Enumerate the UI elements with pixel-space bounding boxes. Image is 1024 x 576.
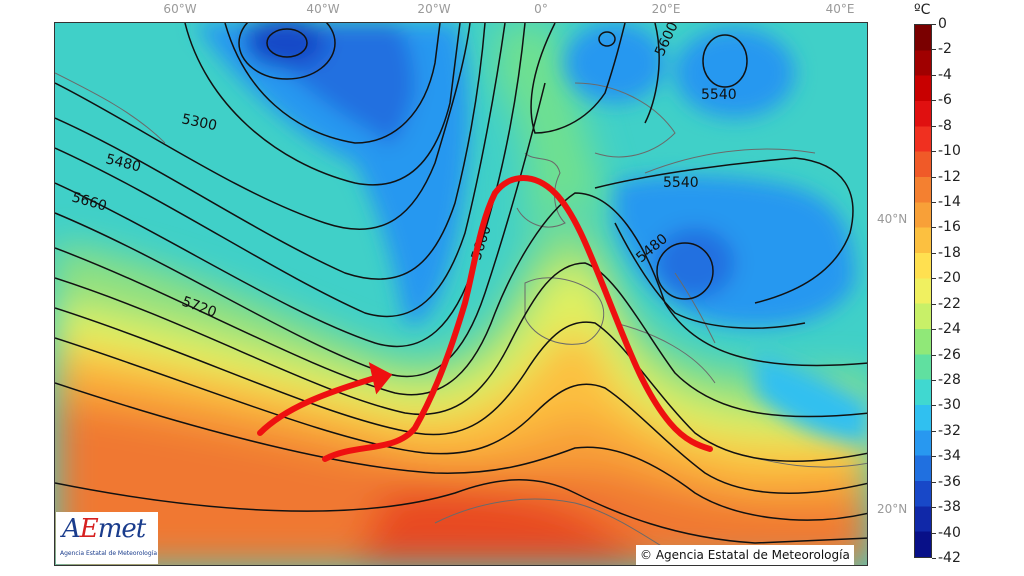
longitude-label-20w: 20°W <box>417 2 451 16</box>
colorbar-tick-label: -16 <box>938 219 961 236</box>
colorbar-tick-label: -6 <box>938 92 952 109</box>
colorbar-tick-label: -32 <box>938 422 961 439</box>
colorbar-tick-mark <box>932 100 936 102</box>
longitude-label-20e: 20°E <box>651 2 681 16</box>
inflow-arrowhead <box>368 362 393 395</box>
inflow-arrow-path <box>257 375 378 436</box>
colorbar-tick-mark <box>932 151 936 153</box>
geopotential-contours <box>55 23 867 544</box>
colorbar-tick-mark <box>932 202 936 203</box>
colorbar-tick-mark <box>932 507 936 509</box>
colorbar-tick-label: -28 <box>938 372 961 388</box>
colorbar-tick-label: -2 <box>938 41 952 58</box>
colorbar-tick-mark <box>932 532 936 534</box>
colorbar-tick-mark <box>932 252 936 254</box>
colorbar-tick-mark <box>932 558 936 559</box>
coastlines <box>55 72 867 565</box>
colorbar-tick-mark <box>932 227 936 229</box>
colorbar-tick-label: -40 <box>938 524 961 541</box>
colorbar-unit: ºC <box>914 2 931 18</box>
longitude-label-40w: 40°W <box>306 2 340 16</box>
ridge-arrow-path <box>322 175 713 462</box>
colorbar-tick-mark <box>932 329 936 331</box>
colorbar-tick-label: -12 <box>938 168 961 185</box>
colorbar-tick-label: -8 <box>938 117 952 134</box>
jet-stream-annotation <box>257 175 713 462</box>
latitude-label-40n: 40°N <box>877 212 908 226</box>
colorbar-tick-label: -34 <box>938 448 961 465</box>
colorbar-tick-mark <box>932 430 936 432</box>
contour-label-5540-east: 5540 <box>663 175 699 191</box>
aemet-logo-subtitle: Agencia Estatal de Meteorología <box>60 550 157 557</box>
colorbar-tick-label: -20 <box>938 270 961 287</box>
contour-label-5300: 5300 <box>180 111 218 134</box>
colorbar-tick-mark <box>932 354 936 356</box>
colorbar-tick-mark <box>932 278 936 280</box>
colorbar-tick-label: -4 <box>938 66 952 83</box>
colorbar-tick-mark <box>932 303 936 305</box>
colorbar-tick-mark <box>932 125 936 127</box>
colorbar-tick-label: -38 <box>938 499 961 516</box>
temperature-field <box>55 23 867 565</box>
aemet-logo: AEmet Agencia Estatal de Meteorología <box>56 512 158 564</box>
copyright-notice: © Agencia Estatal de Meteorología <box>636 545 854 565</box>
colorbar-tick-label: -42 <box>938 550 961 566</box>
longitude-label-40e: 40°E <box>825 2 855 16</box>
colorbar-tick-label: -24 <box>938 321 961 338</box>
colorbar-tick-label: -10 <box>938 143 961 160</box>
colorbar-tick-mark <box>932 481 936 483</box>
colorbar-tick-label: -36 <box>938 473 961 490</box>
longitude-label-60w: 60°W <box>163 2 197 16</box>
colorbar-tick-mark <box>932 49 936 51</box>
colorbar-tick-label: -14 <box>938 194 961 210</box>
latitude-label-20n: 20°N <box>877 502 908 516</box>
temperature-colorbar <box>914 24 932 558</box>
colorbar-tick-label: -22 <box>938 295 961 312</box>
aemet-logo-wordmark: AEmet <box>62 514 146 544</box>
colorbar-tick-label: -18 <box>938 244 961 261</box>
colorbar-tick-mark <box>932 176 936 178</box>
colorbar-tick-label: -30 <box>938 397 961 414</box>
colorbar-tick-label: -26 <box>938 346 961 363</box>
colorbar-tick-label: 0 <box>938 16 947 32</box>
longitude-label-0: 0° <box>534 2 548 16</box>
map-canvas: 5300 5480 5660 5720 5600 5540 5540 5480 … <box>55 23 867 565</box>
colorbar-tick-mark <box>932 24 936 25</box>
colorbar-tick-mark <box>932 74 936 76</box>
colorbar-tick-mark <box>932 380 936 381</box>
colorbar-tick-mark <box>932 456 936 458</box>
colorbar-tick-mark <box>932 405 936 407</box>
temperature-map: 5300 5480 5660 5720 5600 5540 5540 5480 … <box>54 22 868 566</box>
contour-label-5540-north: 5540 <box>701 87 737 103</box>
